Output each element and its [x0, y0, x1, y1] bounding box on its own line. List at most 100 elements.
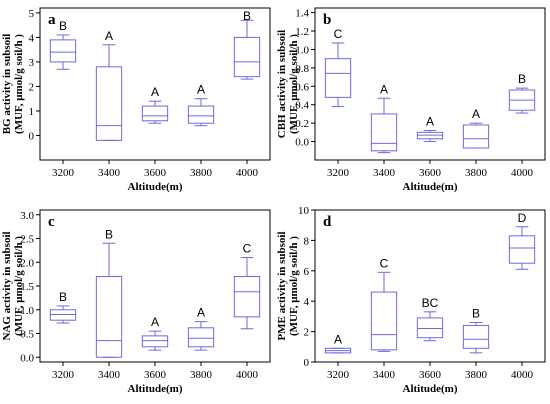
significance-letter: B	[59, 290, 67, 304]
x-axis-label: Altitude(m)	[128, 383, 183, 395]
box	[141, 105, 169, 122]
box	[141, 335, 169, 348]
y-tick-label: 10	[298, 205, 310, 217]
x-axis-label: Altitude(m)	[403, 181, 458, 193]
y-tick-label: 0.5	[20, 329, 34, 341]
significance-letter: A	[426, 115, 434, 129]
x-tick-label: 3800	[465, 167, 488, 179]
box	[462, 325, 490, 349]
box	[508, 235, 536, 264]
x-tick-label: 3800	[465, 369, 488, 381]
y-axis-label: (MUF, μmol/g soil/h )	[288, 236, 300, 336]
significance-letter: A	[151, 85, 159, 99]
box	[95, 276, 123, 358]
significance-letter: C	[334, 27, 343, 41]
y-tick-label: 0.8	[295, 63, 309, 75]
significance-letter: A	[151, 315, 159, 329]
y-tick-label: 1.0	[20, 305, 34, 317]
significance-letter: B	[59, 19, 67, 33]
x-tick-label: 4000	[511, 167, 534, 179]
x-tick-label: 3200	[327, 369, 350, 381]
significance-letter: A	[380, 82, 388, 96]
x-tick-label: 3400	[98, 167, 121, 179]
significance-letter: B	[243, 9, 251, 23]
y-tick-label: 2.0	[20, 257, 34, 269]
significance-letter: A	[105, 29, 113, 43]
x-tick-label: 3400	[98, 369, 121, 381]
y-axis-label: (MUF, μmol/g soil/h )	[13, 236, 25, 336]
y-tick-label: 2.5	[20, 234, 34, 246]
y-tick-label: 1.2	[295, 26, 309, 38]
panel-label: d	[323, 214, 332, 230]
significance-letter: BC	[422, 296, 439, 310]
x-axis-label: Altitude(m)	[403, 383, 458, 395]
x-tick-label: 4000	[236, 369, 259, 381]
panel-label: b	[323, 12, 331, 28]
x-tick-label: 3200	[52, 369, 75, 381]
box	[370, 113, 398, 152]
x-tick-label: 3800	[190, 167, 213, 179]
box	[370, 291, 398, 351]
box	[324, 58, 352, 98]
y-tick-label: 0.6	[295, 81, 309, 93]
significance-letter: B	[105, 227, 113, 241]
y-tick-label: 6	[304, 266, 310, 278]
y-tick-label: 1.0	[295, 44, 309, 56]
x-tick-label: 3200	[327, 167, 350, 179]
significance-letter: A	[197, 306, 205, 320]
y-tick-label: 0.0	[295, 137, 309, 149]
box	[233, 276, 261, 318]
y-axis-label: (MUF, μmol/g soil/h )	[288, 34, 300, 134]
y-tick-label: 0	[304, 357, 310, 369]
x-tick-label: 3600	[144, 369, 167, 381]
y-tick-label: 0.2	[295, 118, 309, 130]
significance-letter: A	[472, 107, 480, 121]
significance-letter: C	[243, 242, 252, 256]
y-tick-label: 4	[304, 296, 310, 308]
y-tick-label: 0	[29, 130, 35, 142]
y-tick-label: 2	[304, 327, 310, 339]
x-tick-label: 3600	[144, 167, 167, 179]
x-tick-label: 3600	[419, 167, 442, 179]
y-tick-label: 3	[29, 57, 35, 69]
panel-label: a	[48, 12, 56, 28]
box	[187, 105, 215, 124]
y-axis-label: (MUF, μmol/g soil/h )	[13, 34, 25, 134]
box	[462, 124, 490, 149]
significance-letter: C	[380, 256, 389, 270]
plot-frame	[39, 7, 271, 161]
y-axis-label: NAG activity in subsoil	[1, 231, 13, 340]
significance-letter: A	[334, 332, 342, 346]
y-tick-label: 3.0	[20, 210, 34, 222]
plot-frame	[314, 7, 546, 161]
x-tick-label: 3600	[419, 369, 442, 381]
y-tick-label: 5	[29, 8, 35, 20]
y-axis-label: PME activity in subsoil	[276, 231, 288, 340]
box	[49, 39, 77, 63]
x-axis-label: Altitude(m)	[128, 181, 183, 193]
x-tick-label: 3800	[190, 369, 213, 381]
y-tick-label: 0.4	[295, 100, 309, 112]
significance-letter: B	[472, 306, 480, 320]
y-tick-label: 1.5	[20, 281, 34, 293]
x-tick-label: 4000	[511, 369, 534, 381]
x-tick-label: 4000	[236, 167, 259, 179]
panel-label: c	[48, 214, 55, 230]
x-tick-label: 3200	[52, 167, 75, 179]
plot-frame	[39, 209, 271, 363]
box	[416, 317, 444, 339]
y-tick-label: 2	[29, 81, 35, 93]
box	[95, 66, 123, 141]
y-tick-label: 0.0	[20, 352, 34, 364]
y-axis-label: CBH activity in subsoil	[276, 30, 288, 139]
x-tick-label: 3400	[373, 369, 396, 381]
box	[187, 327, 215, 348]
y-tick-label: 8	[304, 235, 310, 247]
y-tick-label: 1	[29, 106, 35, 118]
x-tick-label: 3400	[373, 167, 396, 179]
y-tick-label: 1.4	[295, 8, 309, 20]
significance-letter: D	[518, 211, 527, 225]
y-axis-label: BG activity in subsoil	[1, 34, 13, 135]
significance-letter: A	[197, 83, 205, 97]
